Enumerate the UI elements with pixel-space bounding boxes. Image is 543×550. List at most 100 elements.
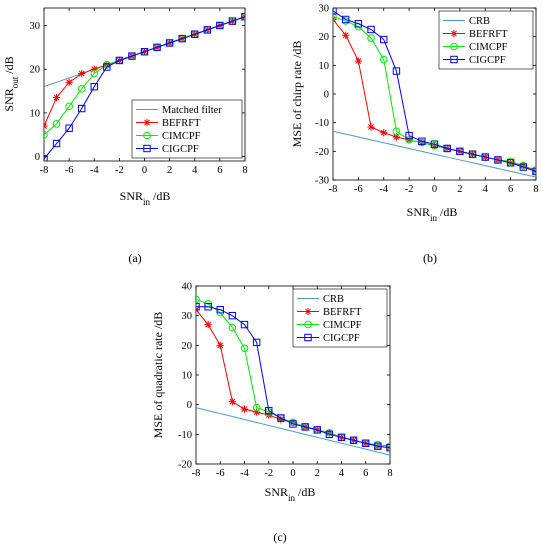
y-tick-label: 20: [182, 341, 193, 352]
data-point-cimcpf: [77, 85, 86, 93]
x-tick-label: 6: [508, 184, 513, 195]
data-point-cigcpf: [341, 15, 350, 24]
x-tick-label: 2: [167, 165, 172, 176]
data-point-cigcpf: [252, 338, 261, 347]
x-tick-label: 8: [533, 184, 538, 195]
y-axis-label: MSE of chirp rate /dB: [290, 41, 304, 148]
data-point-befrft: [354, 57, 362, 65]
data-point-befrft: [240, 405, 249, 413]
series-line-cigcpf: [196, 306, 390, 449]
series-group: [196, 295, 390, 456]
y-tick-label: 0: [187, 400, 192, 411]
data-point-cimcpf: [392, 127, 401, 136]
y-tick-label: 0: [324, 90, 329, 101]
data-point-befrft: [392, 133, 401, 141]
data-point-cigcpf: [228, 311, 237, 320]
legend-marker-cimcpf: [304, 320, 312, 329]
x-tick-label: 2: [457, 184, 462, 195]
data-point-cigcpf: [52, 139, 61, 148]
data-point-cigcpf: [103, 63, 111, 71]
data-point-cigcpf: [191, 30, 199, 38]
data-point-cigcpf: [277, 414, 285, 422]
x-tick-label: -2: [115, 165, 124, 176]
legend: Matched filter BEFRFT CIMCPF CIGCPF: [131, 99, 243, 159]
data-point-befrft: [241, 13, 245, 21]
data-point-cigcpf: [216, 21, 224, 30]
x-tick-label: -8: [40, 165, 49, 176]
y-tick-label: 20: [319, 32, 330, 43]
y-tick-label: 0: [35, 152, 40, 163]
data-point-cimcpf: [379, 55, 388, 64]
data-point-cigcpf: [506, 159, 515, 167]
data-point-cigcpf: [128, 52, 136, 60]
data-point-cimcpf: [90, 69, 99, 78]
data-point-befrft: [65, 78, 73, 86]
data-point-befrft: [52, 94, 61, 102]
data-point-befrft: [204, 320, 212, 329]
data-point-cigcpf: [140, 48, 149, 56]
legend-marker-befrft: [143, 118, 151, 127]
data-point-cigcpf: [90, 82, 98, 91]
y-tick-label: 20: [30, 65, 41, 76]
data-point-cigcpf: [313, 426, 321, 434]
series-line-cigcpf: [44, 16, 245, 160]
data-point-cigcpf: [337, 433, 346, 442]
x-tick-label: -6: [65, 165, 74, 176]
x-tick-label: 0: [432, 184, 437, 195]
x-axis-label: SNRin /dB: [265, 485, 316, 503]
data-point-cigcpf: [228, 17, 237, 25]
x-tick-label: -6: [354, 184, 363, 195]
legend-label-cigcpf: CIGCPF: [162, 144, 199, 155]
data-point-cigcpf: [456, 147, 464, 156]
x-axis-label: SNRin /dB: [407, 205, 458, 223]
y-tick-label: -20: [178, 460, 192, 471]
x-tick-label: 6: [217, 165, 222, 176]
data-point-cigcpf: [405, 131, 413, 140]
data-point-cimcpf: [44, 130, 48, 139]
data-point-cimcpf: [65, 102, 73, 111]
x-tick-label: 4: [192, 165, 198, 176]
legend-label-cimcpf: CIMCPF: [323, 320, 362, 331]
data-point-cigcpf: [374, 442, 382, 450]
legend-marker-befrft: [304, 307, 312, 316]
legend: CRB BEFRFT CIMCPF CIGCPF: [292, 288, 388, 348]
series-group: [333, 8, 536, 178]
legend-marker-cigcpf: [304, 333, 312, 342]
x-tick-label: 0: [142, 165, 147, 176]
data-point-cigcpf: [265, 406, 273, 415]
series-line-cigcpf: [333, 10, 536, 172]
data-point-cigcpf: [362, 439, 370, 447]
legend-label-befrft: BEFRFT: [469, 29, 508, 40]
legend-label-cimcpf: CIMCPF: [469, 42, 508, 53]
y-tick-label: -10: [315, 118, 329, 129]
data-point-cigcpf: [392, 67, 401, 75]
data-point-cigcpf: [115, 56, 124, 65]
data-point-cigcpf: [519, 163, 528, 171]
data-point-cigcpf: [325, 430, 334, 439]
legend-label-crb: CRB: [469, 16, 490, 27]
data-point-cimcpf: [333, 12, 337, 21]
x-tick-label: 4: [339, 468, 345, 479]
y-tick-label: 10: [182, 371, 193, 382]
data-point-befrft: [44, 122, 48, 130]
data-point-cigcpf: [532, 167, 536, 176]
series-line-crb: [333, 130, 536, 178]
x-tick-label: 2: [315, 468, 320, 479]
data-point-cigcpf: [44, 155, 48, 161]
data-point-cigcpf: [289, 420, 297, 428]
data-point-cigcpf: [386, 443, 390, 452]
legend-marker-cigcpf: [450, 55, 458, 64]
x-tick-label: 8: [387, 468, 392, 479]
data-point-cigcpf: [241, 13, 245, 21]
legend: CRB BEFRFT CIMCPF CIGCPF: [438, 10, 534, 70]
caption-b: (b): [423, 251, 437, 265]
series-line-crb: [196, 407, 390, 456]
data-point-cimcpf: [405, 136, 413, 144]
data-point-cigcpf: [240, 320, 249, 329]
caption-c: (c): [273, 530, 286, 544]
data-point-cigcpf: [468, 150, 477, 158]
x-tick-label: 4: [483, 184, 489, 195]
data-point-cigcpf: [333, 8, 337, 15]
